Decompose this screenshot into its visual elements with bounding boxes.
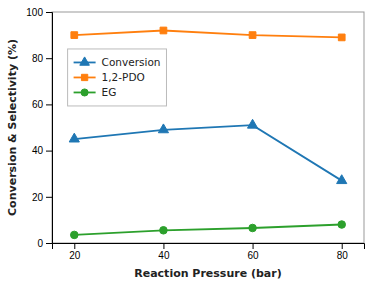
- x-tick-label: 20: [69, 250, 81, 261]
- series-marker: [337, 175, 347, 184]
- y-tick-label: 20: [32, 192, 44, 203]
- series-line: [74, 125, 341, 180]
- x-tick: 60: [248, 243, 260, 261]
- y-tick-mark: [46, 197, 52, 198]
- y-tick-mark: [46, 58, 52, 59]
- y-tick-label: 0: [37, 238, 43, 249]
- y-tick-label: 40: [32, 145, 44, 156]
- y-tick: 0: [37, 238, 52, 249]
- y-tick-mark: [46, 151, 52, 152]
- legend-box: [68, 49, 167, 106]
- y-axis-line: [46, 13, 53, 244]
- y-tick: 20: [32, 192, 52, 203]
- y-tick: 40: [32, 145, 52, 156]
- x-tick: 40: [158, 243, 170, 261]
- legend: Conversion 1,2-PDO EG: [68, 49, 167, 106]
- x-tick-mark: [163, 243, 164, 249]
- x-axis-title: Reaction Pressure (bar): [134, 267, 282, 280]
- series-marker: [338, 34, 345, 41]
- series-line: [74, 225, 341, 235]
- chart-container: 20 40 60 80 0 20 40 60 80 100 Reaction Pressure (b…: [0, 0, 378, 285]
- plot-frame: [52, 12, 364, 243]
- legend-label: 1,2-PDO: [102, 71, 145, 83]
- y-tick: 100: [26, 7, 52, 18]
- y-tick-mark: [46, 12, 52, 13]
- y-axis: 0 20 40 60 80 100: [26, 7, 52, 249]
- legend-entry: EG: [74, 86, 117, 98]
- series-marker: [249, 32, 256, 39]
- x-tick-label: 60: [248, 250, 260, 261]
- x-tick-mark: [74, 243, 75, 249]
- x-tick-label: 40: [158, 250, 170, 261]
- x-tick-mark: [342, 243, 343, 249]
- y-axis-title: Conversion & Selectivity (%): [6, 39, 19, 216]
- series-line: [74, 30, 341, 37]
- series-marker: [69, 133, 79, 142]
- y-tick-mark: [46, 104, 52, 105]
- series-marker: [71, 231, 79, 239]
- series-marker: [158, 124, 168, 133]
- x-tick: 20: [69, 243, 81, 261]
- series: [69, 119, 347, 183]
- legend-label: EG: [102, 86, 117, 98]
- x-tick-label: 80: [337, 250, 349, 261]
- series-marker: [160, 27, 167, 34]
- plot-area: 20 40 60 80 0 20 40 60 80 100 Reaction Pressure (b…: [6, 7, 365, 280]
- x-tick-mark: [253, 243, 254, 249]
- legend-label: Conversion: [102, 56, 161, 68]
- y-tick-label: 80: [32, 53, 44, 64]
- chart-svg: 20 40 60 80 0 20 40 60 80 100 Reaction Pressure (b…: [0, 0, 378, 285]
- legend-entry: 1,2-PDO: [74, 71, 145, 83]
- y-tick: 80: [32, 53, 52, 64]
- x-tick: 80: [337, 243, 349, 261]
- series-marker: [247, 119, 257, 128]
- legend-swatch-marker: [81, 89, 88, 96]
- series: [71, 221, 346, 239]
- y-tick: 60: [32, 99, 52, 110]
- legend-swatch-marker: [80, 57, 90, 65]
- series: [71, 27, 345, 41]
- data-marks: [69, 27, 347, 239]
- legend-swatch-marker: [81, 74, 87, 80]
- x-axis: 20 40 60 80: [53, 243, 365, 261]
- series-marker: [160, 227, 168, 235]
- series-marker: [249, 224, 257, 232]
- series-marker: [338, 221, 346, 229]
- legend-entry: Conversion: [74, 56, 161, 68]
- y-tick-label: 60: [32, 99, 44, 110]
- series-marker: [71, 32, 78, 39]
- y-tick-mark: [46, 243, 52, 244]
- y-tick-label: 100: [26, 7, 43, 18]
- x-axis-line: [53, 244, 365, 250]
